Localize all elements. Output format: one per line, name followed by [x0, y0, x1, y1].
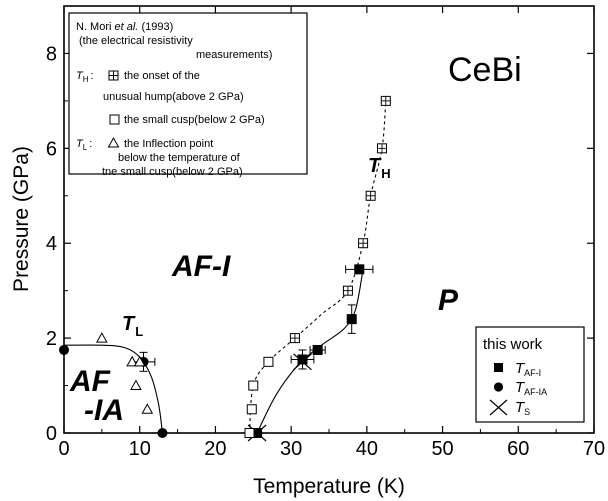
open-square-marker — [380, 95, 391, 106]
legend-marker-cross — [489, 399, 508, 416]
note-th-desc-1: the onset of the — [124, 70, 200, 82]
reference-note-box: N. Mori et al. (1993) (the electrical re… — [68, 12, 308, 178]
note-th-desc-2: unusual hump(above 2 GPa) — [103, 91, 244, 103]
open-square-marker — [377, 143, 387, 154]
open-square-box — [263, 356, 274, 367]
filled-square-marker — [354, 264, 365, 275]
filled-circle-marker — [59, 344, 69, 355]
x-tick-label: 40 — [356, 438, 378, 460]
legend-label-taf-ia: TAF-IA — [515, 379, 547, 397]
filled-circle-marker — [157, 428, 168, 438]
open-square-box — [248, 380, 259, 391]
open-square-box — [244, 428, 255, 438]
filled-square-marker — [297, 354, 308, 365]
filled-square-marker — [346, 314, 357, 325]
open-square-marker — [246, 404, 257, 415]
legend-marker-filled-square — [494, 363, 503, 372]
open-triangle-marker — [126, 355, 138, 367]
note-cusp-desc: the small cusp(below 2 GPa) — [124, 114, 265, 126]
phase-label-p: P — [438, 284, 459, 317]
x-tick-label: 50 — [431, 438, 453, 460]
cross-stroke — [247, 424, 267, 442]
note-tl-desc-2: below the temperature of — [118, 152, 241, 164]
x-tick-label: 60 — [507, 438, 529, 460]
legend-title: this work — [483, 336, 543, 353]
open-square-marker — [289, 333, 300, 344]
open-square-marker — [248, 380, 259, 391]
cross-stroke — [293, 353, 312, 371]
x-tick-label: 10 — [129, 438, 151, 460]
open-triangle-marker — [133, 355, 146, 367]
note-th-symbol: TH: — [76, 70, 94, 84]
note-triangle-marker — [107, 136, 120, 148]
x-tick-label: 30 — [280, 438, 302, 460]
open-square-marker — [263, 356, 274, 367]
note-line-2: (the electrical resistivity — [79, 35, 193, 47]
y-axis-title: Pressure (GPa) — [10, 146, 33, 292]
y-tick-label: 2 — [46, 328, 57, 350]
note-boxplus-marker — [108, 70, 119, 81]
compound-label: CeBi — [448, 51, 522, 89]
legend-marker-filled-circle — [493, 382, 504, 392]
open-square-marker — [244, 428, 255, 438]
y-tick-label: 8 — [46, 43, 57, 65]
note-open-square-marker — [109, 114, 120, 125]
note-author-line: N. Mori et al. (1993) — [76, 21, 173, 33]
y-tick-label: 4 — [46, 233, 57, 255]
y-tick-label: 0 — [46, 423, 57, 445]
legend-label-ts: TS — [515, 399, 530, 417]
th-dashed-curve — [248, 100, 387, 434]
phase-label-af: AF — [69, 365, 111, 398]
phase-label-ia: -IA — [84, 394, 124, 427]
curve-label-th: TH — [368, 155, 391, 181]
open-square-marker — [365, 190, 376, 201]
curve-label-tl: TL — [122, 313, 143, 339]
open-square-box — [246, 404, 257, 415]
axis-ticks: 0 10 20 30 40 50 60 70 0 2 4 6 8 — [46, 6, 605, 460]
cross-marker — [293, 353, 312, 371]
legend-label-taf-i: TAF-I — [515, 360, 541, 378]
legend: this work TAF-I TAF-IA TS — [475, 326, 585, 423]
cross-marker — [247, 424, 267, 442]
y-tick-label: 6 — [46, 138, 57, 160]
x-tick-label: 0 — [58, 438, 69, 460]
x-tick-label: 20 — [204, 438, 226, 460]
open-triangle-marker — [130, 379, 142, 391]
open-square-marker — [358, 238, 369, 249]
note-tl-symbol: TL: — [76, 138, 92, 152]
note-tl-desc-3: tne small cusp(below 2 GPa) — [102, 166, 243, 178]
open-triangle-marker — [96, 332, 108, 343]
phase-label-af-i: AF-I — [171, 250, 231, 283]
open-square-marker — [342, 285, 353, 296]
data-markers — [59, 95, 391, 442]
note-tl-desc-1: the Inflection point — [124, 138, 213, 150]
x-tick-label: 70 — [583, 438, 605, 460]
note-line-3: measurements) — [196, 49, 272, 61]
x-axis-title: Temperature (K) — [253, 475, 405, 498]
open-triangle-marker — [141, 403, 154, 414]
filled-square-marker — [312, 344, 323, 355]
